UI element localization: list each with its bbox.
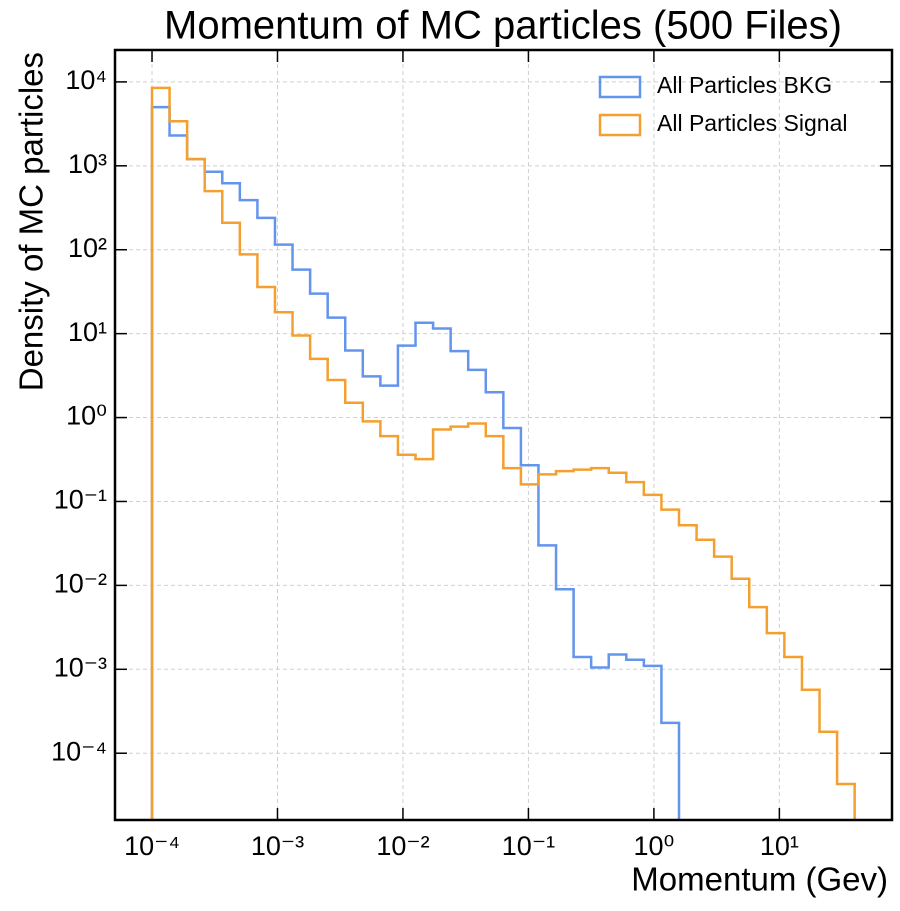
legend-label: All Particles Signal [657, 110, 847, 136]
x-axis-label: Momentum (Gev) [631, 861, 888, 898]
y-tick-label: 10⁻⁴ [51, 736, 107, 766]
y-tick-label: 10⁻¹ [54, 485, 107, 515]
plot-area [150, 86, 856, 820]
y-tick-label: 10³ [68, 149, 107, 179]
y-tick-label: 10² [68, 233, 107, 263]
y-axis-label: Density of MC particles [13, 52, 50, 391]
y-tick-label: 10¹ [68, 317, 107, 347]
y-tick-label: 10⁴ [65, 65, 107, 95]
y-tick-label: 10⁰ [66, 401, 107, 431]
plot-frame [113, 48, 894, 822]
x-tick-label: 10¹ [760, 831, 799, 861]
chart-title: Momentum of MC particles (500 Files) [164, 4, 842, 48]
legend-label: All Particles BKG [657, 72, 832, 98]
x-tick-label: 10⁰ [633, 831, 674, 861]
x-tick-label: 10⁻¹ [502, 831, 555, 861]
legend-swatch [598, 113, 642, 137]
x-tick-label: 10⁻⁴ [124, 831, 180, 861]
x-tick-label: 10⁻² [376, 831, 429, 861]
y-tick-label: 10⁻² [54, 569, 107, 599]
y-tick-label: 10⁻³ [54, 652, 107, 682]
legend-swatch [598, 75, 642, 99]
x-tick-label: 10⁻³ [251, 831, 304, 861]
